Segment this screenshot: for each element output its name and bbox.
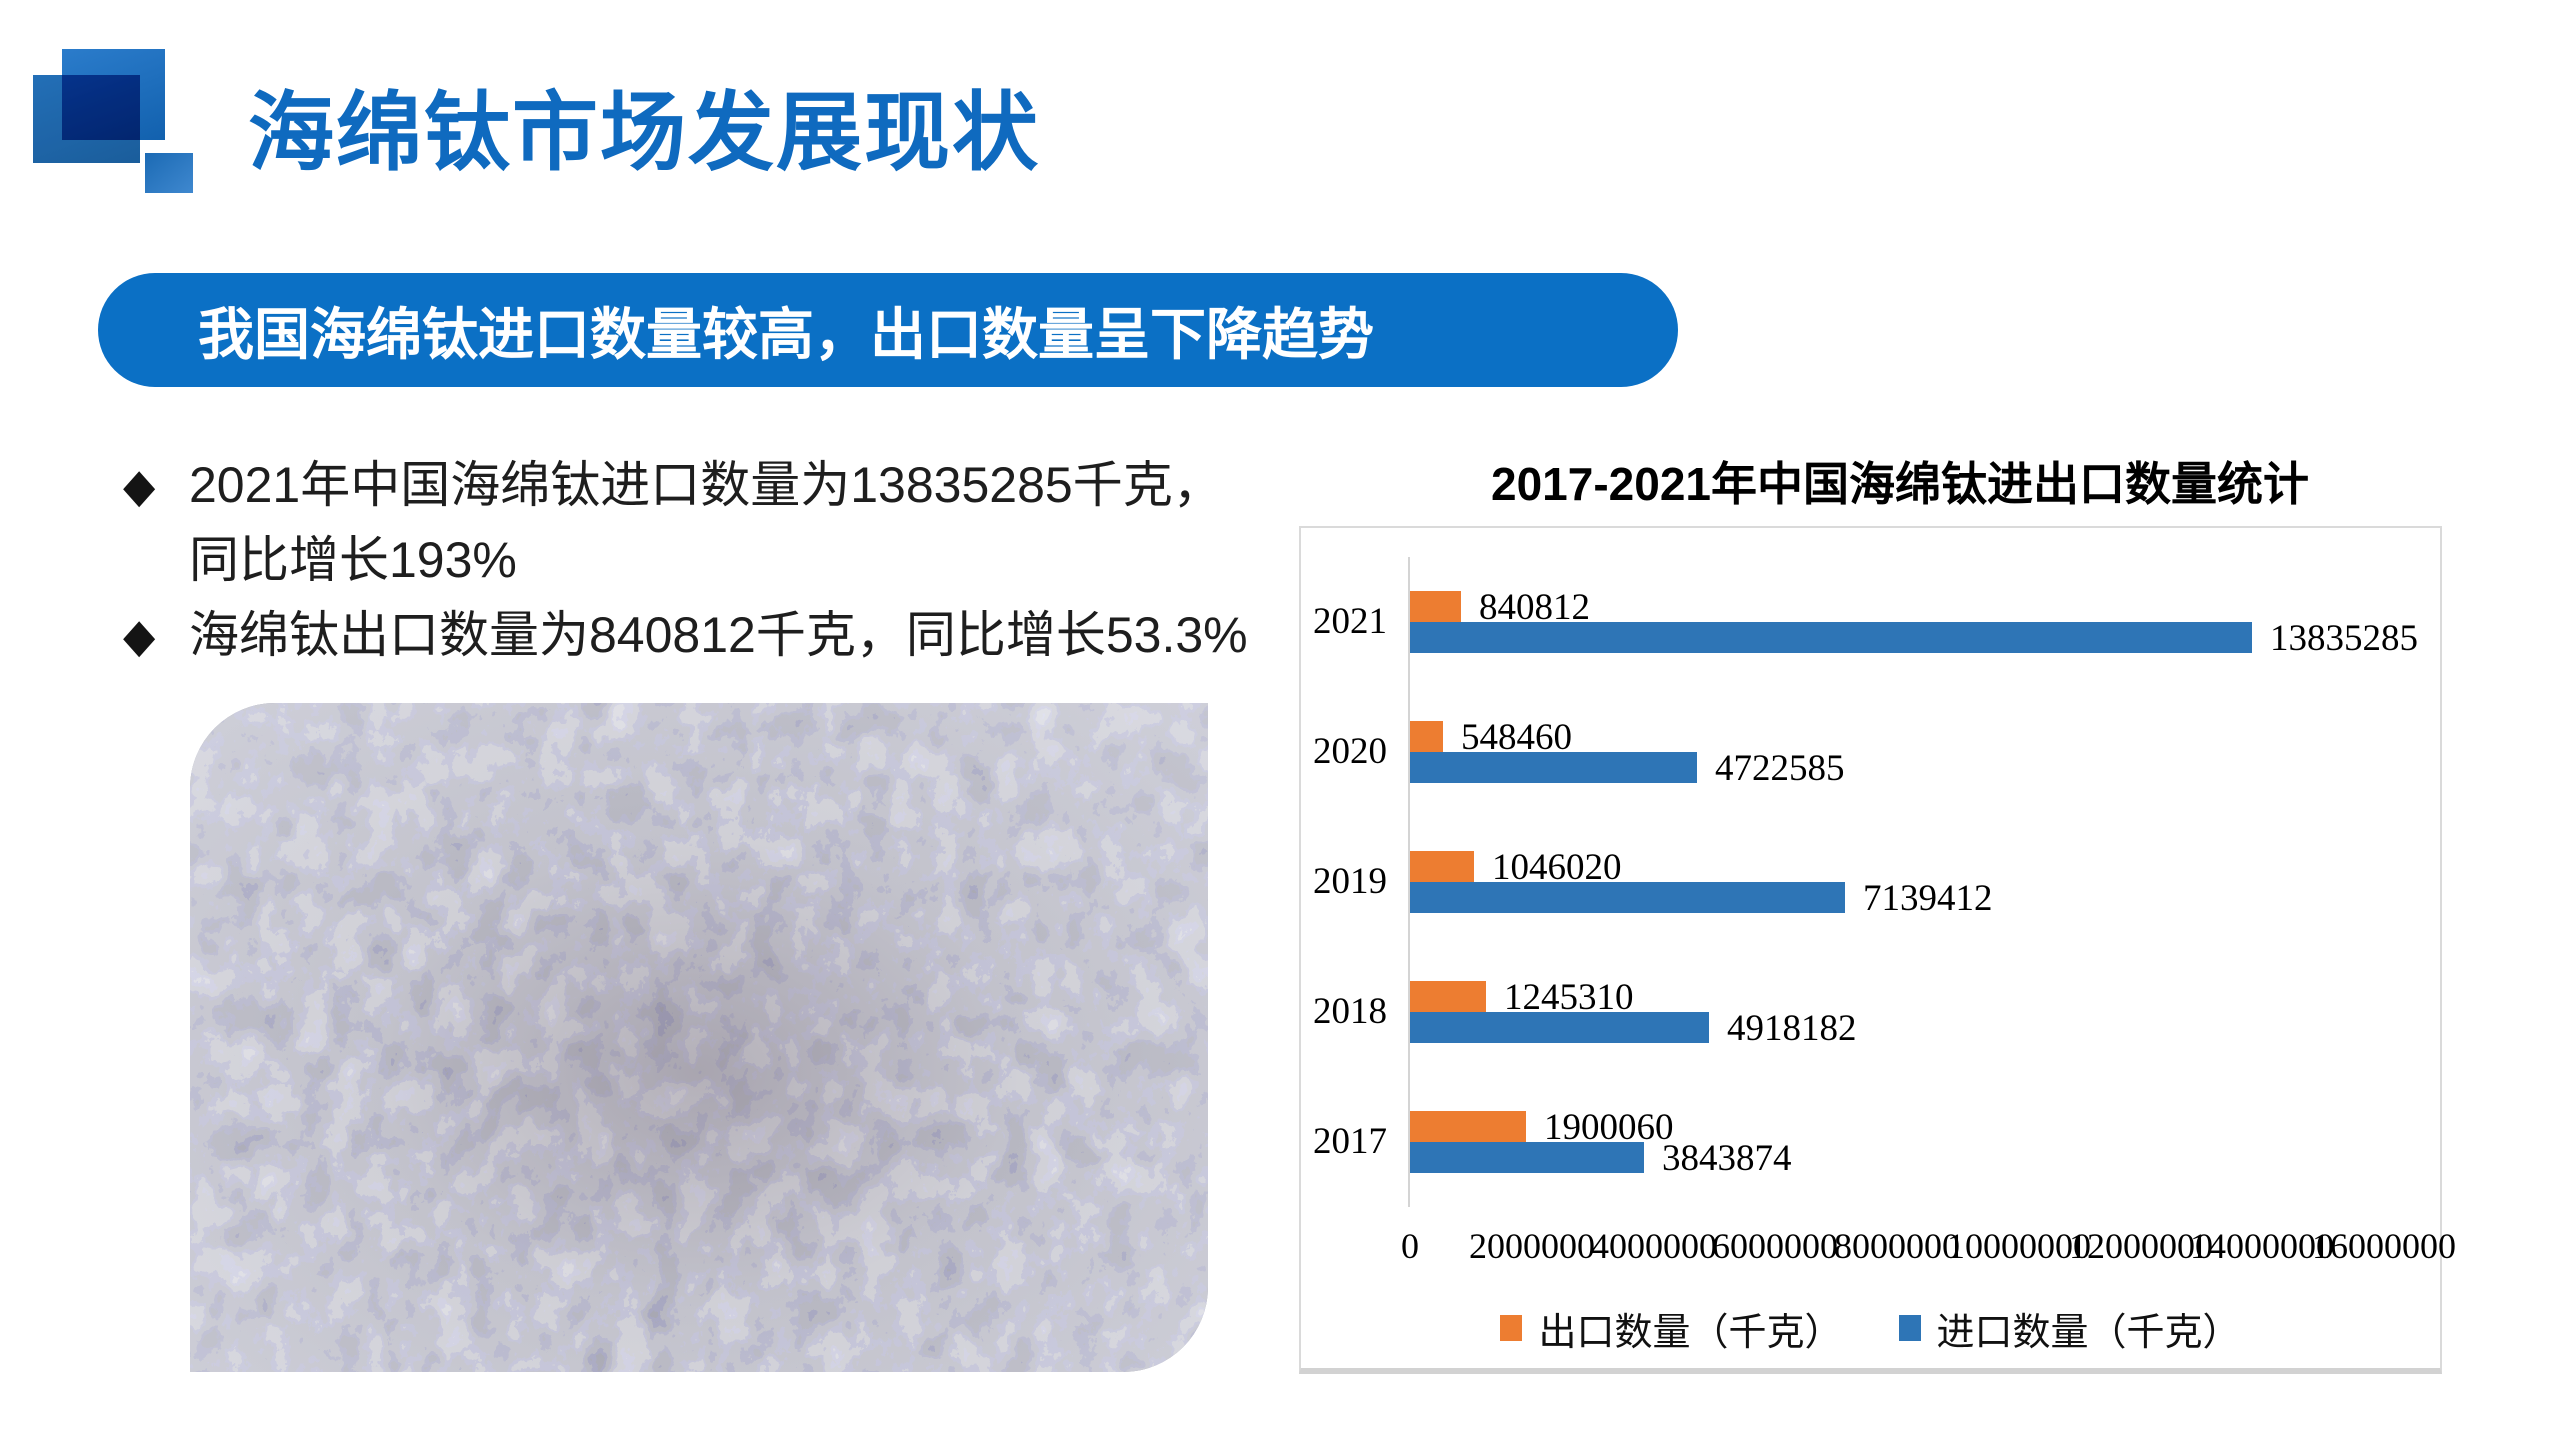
logo	[0, 0, 260, 260]
import-series-swatch-icon	[1898, 1315, 1921, 1341]
category-label-2021: 2021	[1313, 601, 1387, 642]
category-label-2017: 2017	[1313, 1121, 1387, 1162]
chart-card: 2021 840812 13835285 2020 548460 4722585 2019 1…	[1299, 526, 2456, 1374]
x-axis-tick-12000000: 12000000	[2069, 1226, 2213, 1266]
export-bar-2020	[1410, 721, 1443, 752]
value-label-export-2017: 1900060	[1544, 1107, 1674, 1148]
legend-item-export: 出口数量（千克）	[1500, 1301, 1843, 1356]
import-bar-2019	[1410, 882, 1845, 913]
bullet-item-import: ◆ 2021年中国海绵钛进口数量为13835285千克， 同比增长193%	[123, 448, 1248, 598]
x-axis-tick-14000000: 14000000	[2190, 1226, 2334, 1266]
legend-item-import: 进口数量（千克）	[1898, 1301, 2241, 1356]
import-series-label: 进口数量（千克）	[1936, 1311, 2241, 1354]
logo-square-front-icon	[33, 75, 140, 163]
chart-plot-area: 2021 840812 13835285 2020 548460 4722585 2019 1…	[1313, 557, 2456, 1266]
bullet-text: 海绵钛出口数量为840812千克，同比增长53.3%	[189, 607, 1248, 663]
import-bar-2021	[1410, 622, 2252, 653]
value-label-import-2020: 4722585	[1715, 748, 1845, 789]
chart-title: 2017-2021年中国海绵钛进出口数量统计	[1491, 458, 2309, 510]
export-bar-2018	[1410, 981, 1486, 1012]
value-label-import-2018: 4918182	[1727, 1008, 1857, 1049]
logo-square-small-icon	[145, 153, 193, 193]
value-label-import-2017: 3843874	[1662, 1138, 1792, 1179]
chart-legend: 出口数量（千克） 进口数量（千克）	[1301, 1306, 2440, 1354]
titanium-sponge-photo	[190, 703, 1208, 1372]
x-axis-tick-10000000: 10000000	[1947, 1226, 2091, 1266]
value-label-export-2020: 548460	[1461, 717, 1572, 758]
x-axis-tick-0: 0	[1401, 1226, 1419, 1266]
export-bar-2021	[1410, 591, 1461, 622]
export-series-swatch-icon	[1500, 1315, 1523, 1341]
bullet-text: 2021年中国海绵钛进口数量为13835285千克， 同比增长193%	[189, 457, 1223, 588]
import-bar-2017	[1410, 1142, 1644, 1173]
export-series-label: 出口数量（千克）	[1538, 1311, 1843, 1354]
x-axis-tick-2000000: 2000000	[1469, 1226, 1595, 1266]
value-label-export-2021: 840812	[1479, 587, 1590, 628]
bullet-list: ◆ 2021年中国海绵钛进口数量为13835285千克， 同比增长193% ◆ …	[123, 448, 1248, 673]
bullet-item-export: ◆ 海绵钛出口数量为840812千克，同比增长53.3%	[123, 598, 1248, 673]
section-banner-text: 我国海绵钛进口数量较高，出口数量呈下降趋势	[198, 302, 1374, 366]
x-axis-tick-8000000: 8000000	[1834, 1226, 1960, 1266]
import-bar-2020	[1410, 752, 1697, 783]
value-label-export-2018: 1245310	[1504, 977, 1634, 1018]
import-bar-2018	[1410, 1012, 1709, 1043]
category-label-2018: 2018	[1313, 991, 1387, 1032]
value-label-export-2019: 1046020	[1492, 847, 1622, 888]
category-label-2020: 2020	[1313, 731, 1387, 772]
x-axis-tick-16000000: 16000000	[2312, 1226, 2456, 1266]
x-axis-tick-6000000: 6000000	[1712, 1226, 1838, 1266]
titanium-sponge-photo-texture	[190, 703, 1208, 1372]
value-label-import-2019: 7139412	[1863, 878, 1993, 919]
section-banner: 我国海绵钛进口数量较高，出口数量呈下降趋势	[98, 273, 1678, 387]
category-label-2019: 2019	[1313, 861, 1387, 902]
diamond-bullet-icon: ◆	[123, 459, 156, 512]
export-bar-2017	[1410, 1111, 1526, 1142]
diamond-bullet-icon: ◆	[123, 609, 156, 662]
page-title: 海绵钛市场发展现状	[248, 85, 1040, 181]
export-bar-2019	[1410, 851, 1474, 882]
x-axis-tick-4000000: 4000000	[1591, 1226, 1717, 1266]
value-label-import-2021: 13835285	[2270, 618, 2418, 659]
